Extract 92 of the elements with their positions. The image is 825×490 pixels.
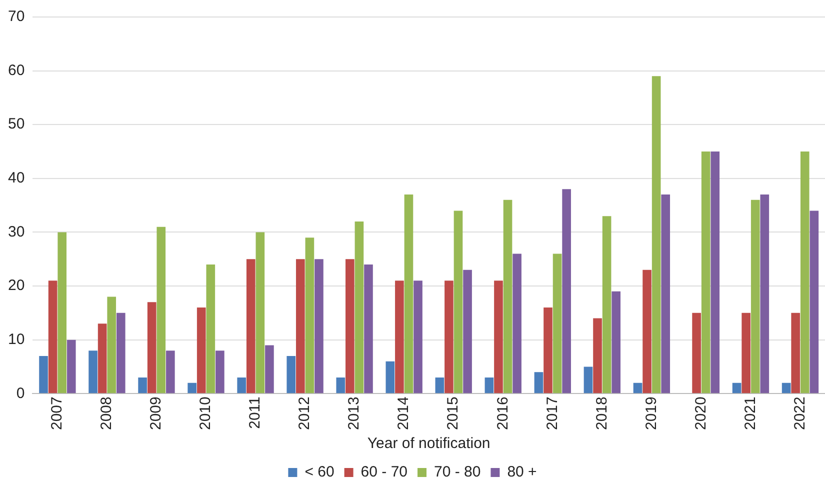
bar: [414, 280, 422, 394]
bar: [58, 232, 66, 394]
bar: [364, 264, 373, 394]
bar: [562, 189, 571, 394]
x-axis-title: Year of notification: [367, 435, 490, 452]
bar: [593, 318, 602, 394]
y-tick-label: 40: [8, 170, 25, 187]
legend-label: < 60: [304, 464, 334, 481]
bar: [810, 210, 819, 394]
bar: [147, 302, 156, 394]
x-tick-label: 2014: [395, 396, 412, 430]
bar: [612, 291, 620, 394]
bar: [336, 377, 346, 394]
bar: [156, 226, 166, 394]
bar: [732, 382, 742, 394]
bar: [602, 216, 612, 394]
bar: [760, 194, 770, 394]
bar: [66, 340, 76, 394]
bar: [652, 76, 661, 394]
x-tick-label: 2022: [791, 396, 808, 430]
bar: [196, 308, 206, 394]
x-tick-label: 2011: [246, 396, 264, 429]
bar: [404, 194, 414, 394]
bar: [642, 270, 652, 394]
y-tick-label: 70: [8, 8, 25, 26]
y-tick-label: 10: [8, 330, 25, 348]
bar: [534, 372, 544, 394]
bar: [138, 377, 147, 394]
y-tick-label: 50: [8, 116, 25, 133]
bar: [39, 356, 48, 394]
bar: [584, 366, 593, 394]
bar: [395, 280, 404, 394]
y-tick-label: 20: [8, 277, 25, 294]
x-tick-label: 2021: [742, 396, 759, 430]
bar: [742, 312, 750, 394]
bar: [544, 308, 552, 394]
bar: [782, 382, 791, 394]
bar: [710, 152, 720, 394]
bar: [444, 280, 454, 394]
bar: [286, 356, 296, 394]
bar: [188, 382, 196, 394]
bar: [216, 350, 224, 394]
bar: [494, 280, 503, 394]
bar: [107, 296, 116, 394]
bar: [305, 238, 314, 394]
bar: [116, 312, 126, 394]
bar: [435, 377, 444, 394]
bar: [237, 377, 246, 394]
x-tick-label: 2015: [444, 396, 462, 430]
x-tick-label: 2017: [544, 396, 561, 430]
bar: [246, 259, 256, 394]
x-tick-label: 2018: [593, 396, 610, 430]
x-tick-label: 2012: [296, 396, 314, 430]
legend-label: 60 - 70: [360, 464, 408, 481]
bar: [265, 345, 274, 394]
bar: [386, 361, 395, 394]
x-tick-label: 2008: [98, 396, 116, 430]
bar: [354, 221, 364, 394]
bar: [454, 210, 463, 394]
bar: [346, 259, 354, 394]
bar: [692, 312, 701, 394]
x-tick-label: 2020: [692, 396, 710, 430]
y-tick-label: 30: [8, 223, 25, 240]
bar: [791, 312, 800, 394]
y-tick-label: 60: [8, 62, 25, 79]
legend-label: 70 - 80: [434, 464, 481, 481]
x-tick-label: 2010: [197, 396, 214, 430]
x-tick-label: 2007: [48, 396, 66, 430]
bar: [166, 350, 175, 394]
bar: [661, 194, 670, 394]
bar: [296, 259, 305, 394]
bar: [503, 200, 512, 394]
y-tick-label: 0: [16, 384, 25, 402]
legend-label: 80 +: [507, 464, 538, 481]
bar: [48, 280, 58, 394]
bar: [88, 350, 98, 394]
bar: [633, 382, 642, 394]
bar: [314, 259, 324, 394]
bar: [98, 324, 107, 394]
x-tick-label: 2019: [642, 396, 660, 430]
bar: [701, 152, 710, 394]
bar: [512, 254, 522, 394]
bar: [800, 152, 810, 394]
bar: [463, 270, 472, 394]
x-tick-label: 2013: [346, 396, 363, 430]
x-tick-label: 2016: [494, 396, 512, 430]
bar: [552, 254, 562, 394]
x-tick-label: 2009: [148, 396, 165, 430]
bar: [256, 232, 265, 394]
bar: [484, 377, 494, 394]
bar: [750, 200, 760, 394]
bar: [206, 264, 216, 394]
